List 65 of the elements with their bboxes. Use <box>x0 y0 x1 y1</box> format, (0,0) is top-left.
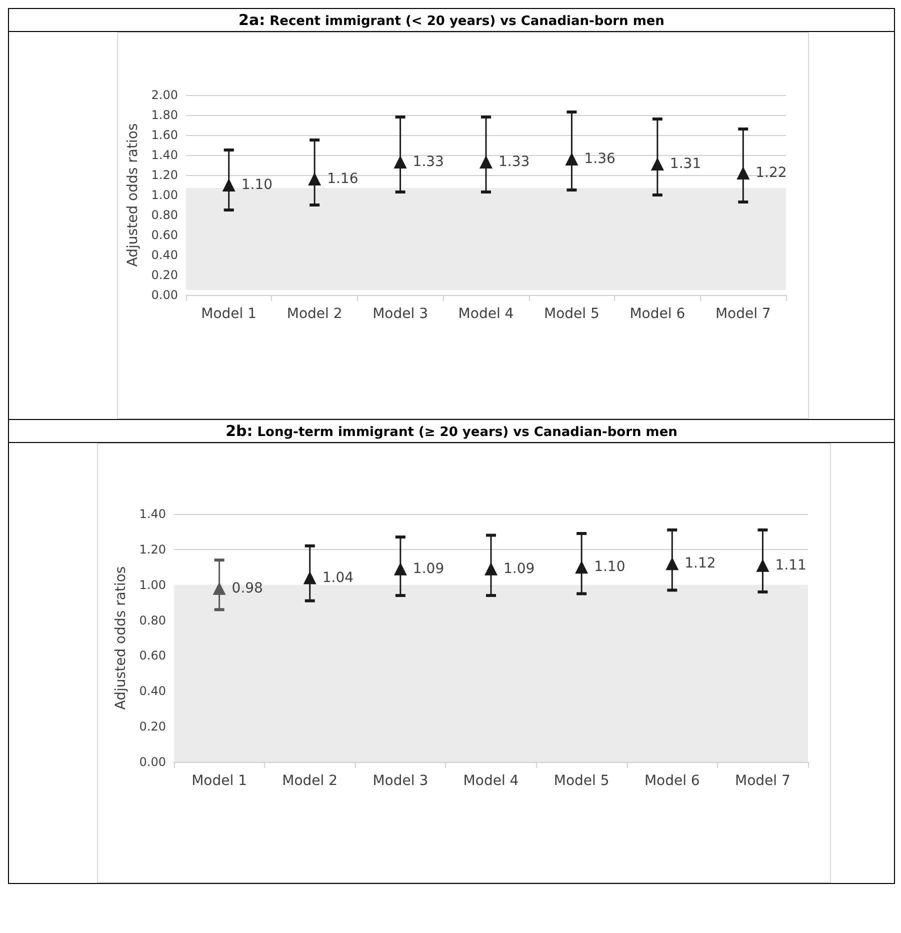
y-tick-label: 0.80 <box>139 613 166 628</box>
point <box>480 156 492 168</box>
point <box>565 152 578 166</box>
data-label: 0.98 <box>232 580 263 596</box>
data-label: 1.22 <box>756 165 787 181</box>
x-tick-label: Model 5 <box>544 306 600 322</box>
y-tick-label: 1.80 <box>151 108 178 122</box>
data-label: 1.33 <box>498 154 530 170</box>
x-tick-label: Model 7 <box>735 773 790 789</box>
y-tick-label: 1.40 <box>139 507 166 521</box>
y-tick-label: 1.00 <box>139 578 166 592</box>
x-tick-label: Model 1 <box>192 773 247 789</box>
point <box>736 166 750 180</box>
point <box>756 558 770 572</box>
x-tick-label: Model 5 <box>554 773 610 789</box>
chart-title: 2b: Long-term immigrant (≥ 20 years) vs Canadian-born men <box>226 422 678 440</box>
x-tick-label: Model 6 <box>630 306 686 322</box>
y-axis-title: Adjusted odds ratios <box>125 123 141 267</box>
y-tick-label: 0.60 <box>139 648 166 663</box>
x-tick-label: Model 3 <box>372 306 428 322</box>
point <box>394 562 407 576</box>
x-tick-label: Model 2 <box>286 306 342 322</box>
y-tick-label: 2.00 <box>151 88 178 102</box>
y-tick-label: 0.40 <box>151 248 178 262</box>
data-label: 1.04 <box>322 570 354 586</box>
y-tick-label: 1.00 <box>151 188 178 202</box>
y-tick-label: 1.20 <box>139 542 166 556</box>
data-label: 1.10 <box>241 177 273 193</box>
y-tick-label: 0.20 <box>151 268 178 282</box>
x-tick-label: Model 3 <box>372 773 428 789</box>
y-tick-label: 0.00 <box>139 755 166 769</box>
y-tick-label: 0.40 <box>139 684 166 698</box>
point <box>212 582 226 595</box>
point <box>394 156 407 168</box>
data-label: 1.09 <box>412 560 444 577</box>
chart-title: 2a: Recent immigrant (< 20 years) vs Canadian-born men <box>238 11 664 29</box>
x-tick-label: Model 1 <box>201 306 257 322</box>
point <box>308 172 322 186</box>
data-label: 1.33 <box>412 154 444 170</box>
data-label: 1.11 <box>775 557 806 574</box>
x-tick-label: Model 4 <box>463 773 519 789</box>
point <box>303 571 316 584</box>
point <box>484 562 498 576</box>
x-tick-label: Model 6 <box>644 773 700 789</box>
y-tick-label: 1.40 <box>151 148 178 162</box>
x-tick-label: Model 2 <box>282 773 338 789</box>
y-tick-label: 1.20 <box>151 168 178 182</box>
x-tick-label: Model 4 <box>458 306 514 322</box>
point <box>575 560 588 574</box>
point <box>666 557 679 570</box>
y-tick-label: 0.00 <box>151 288 178 302</box>
y-tick-label: 1.60 <box>151 128 178 142</box>
data-label: 1.31 <box>670 156 702 172</box>
data-label: 1.09 <box>504 560 535 577</box>
y-tick-label: 0.60 <box>151 228 178 242</box>
data-label: 1.36 <box>584 151 616 167</box>
point <box>650 158 664 170</box>
x-tick-label: Model 7 <box>715 306 771 322</box>
point <box>222 178 236 192</box>
data-label: 1.16 <box>327 171 358 187</box>
y-tick-label: 0.20 <box>139 720 166 734</box>
data-label: 1.12 <box>684 556 716 572</box>
data-label: 1.10 <box>594 559 626 576</box>
y-tick-label: 0.80 <box>151 208 178 222</box>
y-axis-title: Adjusted odds ratios <box>113 566 129 710</box>
